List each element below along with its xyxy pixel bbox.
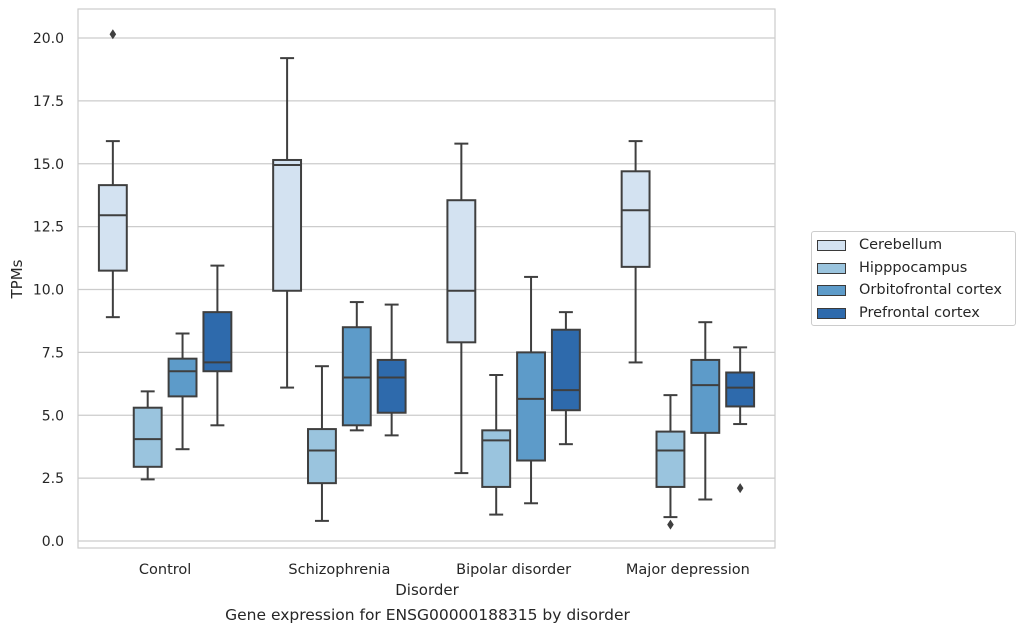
legend-swatch-orbitofrontal-cortex bbox=[817, 284, 846, 296]
legend-swatch-cerebellum bbox=[817, 239, 846, 251]
box-prefrontal-cortex bbox=[376, 303, 407, 437]
box-body bbox=[550, 328, 581, 412]
box-prefrontal-cortex bbox=[725, 346, 756, 494]
box-body bbox=[272, 158, 303, 292]
x-tick-label: Control bbox=[139, 562, 191, 578]
box-orbitofrontal-cortex bbox=[341, 301, 372, 432]
box-orbitofrontal-cortex bbox=[516, 275, 546, 505]
y-tick-label: 12.5 bbox=[33, 220, 64, 236]
box-hipppocampus bbox=[307, 365, 337, 522]
outlier-point bbox=[667, 519, 674, 530]
y-tick-label: 0.0 bbox=[42, 534, 64, 550]
box-body bbox=[132, 406, 163, 468]
legend-item-orbitofrontal-cortex: Orbitofrontal cortex bbox=[817, 280, 1002, 300]
box-prefrontal-cortex bbox=[550, 311, 581, 446]
box-body bbox=[202, 311, 233, 373]
box-hipppocampus bbox=[655, 394, 686, 530]
chart-caption: Gene expression for ENSG00000188315 by d… bbox=[225, 606, 630, 624]
x-tick-label: Major depression bbox=[626, 562, 750, 578]
y-axis: 0.0 2.5 5.0 7.5 10.0 12.5 15.0 17.5 20.0 bbox=[33, 31, 64, 550]
box-body bbox=[376, 358, 407, 414]
y-tick-label: 7.5 bbox=[42, 345, 64, 361]
grid-lines bbox=[78, 37, 775, 542]
legend-label-prefrontal-cortex: Prefrontal cortex bbox=[859, 305, 980, 321]
y-tick-label: 5.0 bbox=[42, 408, 64, 424]
outlier-point bbox=[736, 483, 744, 494]
box-cerebellum bbox=[446, 142, 477, 475]
y-tick-label: 15.0 bbox=[33, 157, 64, 173]
box-cerebellum bbox=[272, 57, 303, 389]
legend-item-hipppocampus: Hipppocampus bbox=[817, 258, 967, 278]
box-body bbox=[620, 170, 651, 268]
y-tick-label: 10.0 bbox=[33, 283, 64, 299]
x-tick-label: Bipolar disorder bbox=[456, 562, 571, 578]
box-groups bbox=[97, 29, 756, 530]
x-axis-label: Disorder bbox=[395, 581, 459, 599]
y-tick-label: 17.5 bbox=[33, 94, 64, 110]
legend-swatch-hipppocampus bbox=[817, 262, 846, 274]
legend-swatch-prefrontal-cortex bbox=[817, 307, 846, 319]
y-axis-label: TPMs bbox=[8, 259, 26, 299]
box-cerebellum bbox=[97, 29, 128, 319]
box-body bbox=[516, 351, 546, 462]
box-prefrontal-cortex bbox=[202, 264, 233, 427]
legend-item-cerebellum: Cerebellum bbox=[817, 235, 942, 255]
box-hipppocampus bbox=[481, 374, 512, 516]
box-body bbox=[97, 184, 128, 272]
y-tick-label: 2.5 bbox=[42, 471, 64, 487]
box-body bbox=[341, 326, 372, 427]
box-body bbox=[307, 428, 337, 485]
legend-item-prefrontal-cortex: Prefrontal cortex bbox=[817, 303, 980, 323]
legend-label-cerebellum: Cerebellum bbox=[859, 237, 943, 253]
box-orbitofrontal-cortex bbox=[167, 332, 198, 451]
box-body bbox=[655, 430, 686, 488]
box-hipppocampus bbox=[132, 390, 163, 481]
plot-frame bbox=[77, 8, 776, 549]
outlier-point bbox=[109, 29, 117, 40]
box-body bbox=[725, 371, 756, 408]
box-body bbox=[481, 429, 512, 488]
legend: Cerebellum Hipppocampus Orbitofrontal co… bbox=[811, 231, 1016, 326]
x-axis: Control Schizophrenia Bipolar disorder Majo… bbox=[139, 562, 750, 578]
x-tick-label: Schizophrenia bbox=[288, 562, 390, 578]
legend-label-hipppocampus: Hipppocampus bbox=[859, 260, 968, 276]
box-body bbox=[690, 358, 721, 434]
box-cerebellum bbox=[620, 140, 651, 364]
y-tick-label: 20.0 bbox=[33, 31, 64, 47]
legend-label-orbitofrontal-cortex: Orbitofrontal cortex bbox=[859, 282, 1002, 298]
box-body bbox=[167, 357, 198, 398]
box-orbitofrontal-cortex bbox=[690, 321, 721, 501]
box-body bbox=[446, 199, 477, 344]
